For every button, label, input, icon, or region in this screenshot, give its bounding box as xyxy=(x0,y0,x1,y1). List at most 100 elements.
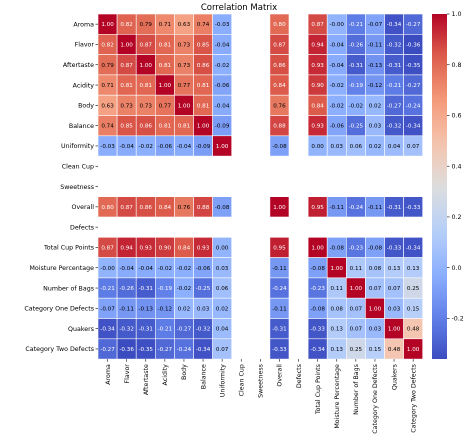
row-label: Quakers xyxy=(68,326,94,333)
cell-value-label: -0.31 xyxy=(387,63,402,69)
cell-value-label: 0.71 xyxy=(159,22,172,28)
cell-value-label: 0.76 xyxy=(178,205,191,211)
cell-value-label: 0.80 xyxy=(101,205,114,211)
cell-value-label: -0.12 xyxy=(158,306,172,312)
cell-value-label: 0.87 xyxy=(273,42,286,48)
column-label: Body xyxy=(181,364,188,380)
cell-value-label: -0.04 xyxy=(119,266,134,272)
cell-value-label: -0.08 xyxy=(310,306,325,312)
cell-value-label: -0.11 xyxy=(119,306,134,312)
cell-value-label: -0.25 xyxy=(196,286,211,292)
column-label: Overall xyxy=(277,364,284,387)
cell-value-label: 0.93 xyxy=(311,63,324,69)
cell-value-label: 0.84 xyxy=(178,245,191,251)
colorbar-tick-label: 0.4 xyxy=(452,163,462,170)
cell-value-label: 0.03 xyxy=(369,327,382,333)
cell-value-label: -0.08 xyxy=(310,266,325,272)
colorbar-tick-label: 0.2 xyxy=(452,214,462,221)
cell-value-label: -0.25 xyxy=(349,124,364,130)
cell-value-label: -0.04 xyxy=(330,63,345,69)
row-label: Sweetness xyxy=(60,184,94,191)
cell-value-label: -0.24 xyxy=(177,347,192,353)
cell-value-label: 0.03 xyxy=(388,306,401,312)
cell-value-label: 0.08 xyxy=(331,306,344,312)
column-label: Clean Cup xyxy=(238,364,245,396)
cell-value-label: 1.00 xyxy=(120,42,133,48)
cell-value-label: 0.13 xyxy=(331,327,344,333)
cell-value-label: -0.21 xyxy=(387,83,402,89)
cell-value-label: -0.11 xyxy=(330,205,345,211)
cell-value-label: 1.00 xyxy=(407,347,420,353)
cell-value-label: 0.13 xyxy=(388,266,401,272)
cell-value-label: -0.02 xyxy=(215,63,229,69)
cell-value-label: -0.21 xyxy=(349,22,364,28)
row-labels: Aroma Flavor Aftertaste Acidity Body Balance U… xyxy=(24,21,98,353)
cell-value-label: 0.74 xyxy=(197,22,210,28)
cell-value-label: -0.12 xyxy=(368,83,382,89)
cell-value-label: -0.34 xyxy=(196,347,211,353)
cell-value-label: 0.04 xyxy=(216,327,229,333)
cell-value-label: -0.34 xyxy=(406,124,421,130)
cell-value-label: -0.11 xyxy=(368,205,383,211)
cell-value-label: -0.04 xyxy=(215,103,230,109)
cell-value-label: 0.86 xyxy=(273,63,286,69)
cell-value-label: -0.31 xyxy=(139,286,154,292)
cell-value-label: 0.86 xyxy=(140,205,153,211)
colorbar-tick-label: 1.0 xyxy=(452,11,462,18)
cell-value-label: 0.00 xyxy=(311,144,324,150)
cell-value-label: -0.33 xyxy=(406,205,421,211)
cell-value-label: -0.35 xyxy=(139,347,154,353)
cell-value-label: 0.85 xyxy=(197,42,210,48)
cell-value-label: -0.04 xyxy=(119,144,134,150)
row-label: Uniformity xyxy=(61,143,94,150)
chart-title: Correlation Matrix xyxy=(201,3,277,13)
cell-value-label: -0.13 xyxy=(368,63,383,69)
cell-value-label: -0.33 xyxy=(272,347,287,353)
cell-value-label: 0.93 xyxy=(197,245,210,251)
cell-value-label: 0.48 xyxy=(388,347,401,353)
cell-value-label: 0.82 xyxy=(120,22,132,28)
row-label: Aftertaste xyxy=(63,62,94,69)
row-label: Total Cup Points xyxy=(43,245,94,252)
cell-value-label: 0.07 xyxy=(388,286,401,292)
row-label: Aroma xyxy=(73,21,94,28)
cell-value-label: 1.00 xyxy=(350,286,363,292)
cell-value-label: 0.15 xyxy=(369,347,382,353)
cell-value-label: 0.02 xyxy=(369,103,381,109)
row-label: Defects xyxy=(70,224,94,231)
cell-value-label: 1.00 xyxy=(388,327,401,333)
cell-value-label: -0.31 xyxy=(272,327,287,333)
cell-value-label: 0.79 xyxy=(101,63,114,69)
cell-value-label: -0.24 xyxy=(406,103,421,109)
cell-value-label: 0.02 xyxy=(216,306,228,312)
cell-value-label: 0.48 xyxy=(407,327,420,333)
column-label: Flavor xyxy=(124,364,131,384)
cell-value-label: 0.87 xyxy=(120,205,133,211)
cell-value-label: 0.85 xyxy=(120,124,133,130)
heatmap-cell xyxy=(269,338,290,360)
cell-value-label: 0.90 xyxy=(159,245,172,251)
cell-value-label: 0.77 xyxy=(159,103,172,109)
cell-value-label: -0.34 xyxy=(387,22,402,28)
cell-value-label: -0.06 xyxy=(196,266,211,272)
cell-value-label: 0.03 xyxy=(216,266,229,272)
cell-value-label: 0.73 xyxy=(178,63,191,69)
cell-value-label: 0.81 xyxy=(197,83,210,89)
cell-value-label: 0.81 xyxy=(159,124,172,130)
cell-value-label: 0.81 xyxy=(159,42,172,48)
cell-value-label: -0.34 xyxy=(406,245,421,251)
cell-value-label: 0.87 xyxy=(101,245,114,251)
column-label: Category Two Defects xyxy=(410,364,417,433)
cell-value-label: 0.80 xyxy=(273,22,286,28)
cell-value-label: -0.00 xyxy=(100,266,115,272)
cell-value-label: -0.02 xyxy=(349,103,363,109)
cell-value-label: 0.13 xyxy=(331,347,344,353)
heatmap-cells: 1.00 0.82 0.79 0.71 0.63 0.74 -0.03 0.80 0.87 -0.… xyxy=(97,13,424,360)
cell-value-label: 1.00 xyxy=(178,103,191,109)
column-label: Number of Bags xyxy=(353,364,360,415)
cell-value-label: 0.94 xyxy=(120,245,133,251)
cell-value-label: -0.24 xyxy=(272,286,287,292)
cell-value-label: -0.19 xyxy=(158,286,173,292)
cell-value-label: -0.04 xyxy=(177,144,192,150)
